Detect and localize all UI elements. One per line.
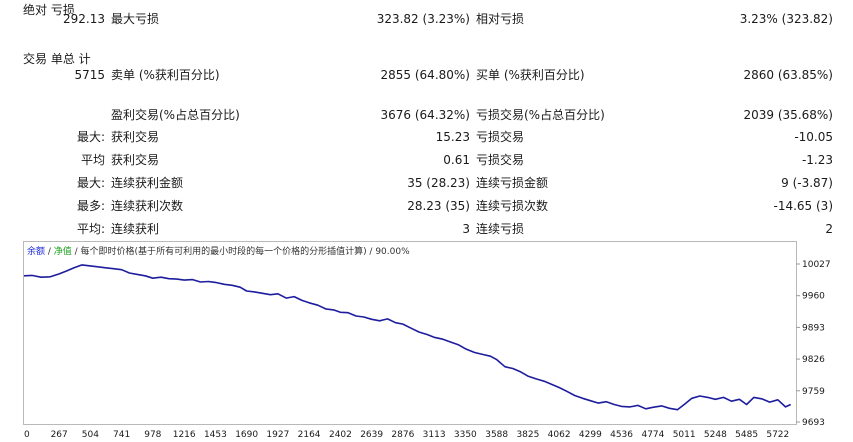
x-tick-label: 5722	[766, 430, 789, 440]
largest-profit-value: 15.23	[435, 130, 470, 144]
loss-trades-value: 2039 (35.68%)	[743, 108, 833, 122]
largest-profit-label: 获利交易	[111, 130, 160, 144]
average-loss-value: -1.23	[801, 153, 833, 167]
largest-prefix: 最大:	[76, 130, 105, 144]
maximal-consec-prefix: 最多:	[76, 199, 105, 213]
x-tick-label: 2639	[360, 430, 383, 440]
chart-legend: 余额 / 净值 / 每个即时价格(基于所有可利用的最小时段的每一个价格的分形插值…	[27, 247, 410, 258]
x-tick-label: 5485	[735, 430, 758, 440]
x-tick-label: 3113	[423, 430, 446, 440]
x-tick-label: 741	[113, 430, 130, 440]
max-consec-wins-value: 35 (28.23)	[407, 176, 470, 190]
max-drawdown-value: 323.82 (3.23%)	[376, 12, 470, 26]
total-trades-value: 5715	[74, 68, 105, 82]
y-tick-label: 9826	[802, 355, 825, 365]
avg-consec-losses-label: 连续亏损	[476, 222, 525, 236]
x-tick-label: 2876	[391, 430, 414, 440]
x-tick-label: 1453	[204, 430, 227, 440]
max-consec-wins-label: 连续获利金额	[111, 176, 184, 190]
avg-consec-wins-value: 3	[462, 222, 470, 236]
avg-consec-wins-label: 连续获利	[111, 222, 160, 236]
x-tick-label: 1216	[173, 430, 196, 440]
x-tick-label: 3350	[454, 430, 477, 440]
absolute-drawdown-label: 绝对 亏损	[23, 3, 75, 17]
profit-trades-value: 3676 (64.32%)	[380, 108, 470, 122]
x-tick-label: 2402	[329, 430, 352, 440]
legend-description: / 每个即时价格(基于所有可利用的最小时段的每一个价格的分形插值计算) / 90…	[71, 247, 410, 257]
legend-separator: /	[45, 247, 54, 257]
average-profit-label: 获利交易	[111, 153, 160, 167]
balance-series-line	[23, 264, 792, 411]
x-tick-label: 4299	[579, 430, 602, 440]
profit-trades-label: 盈利交易(%占总百分比)	[111, 108, 240, 122]
loss-trades-label: 亏损交易(%占总百分比)	[476, 108, 605, 122]
x-tick-label: 4774	[641, 430, 664, 440]
long-trades-label: 买单 (%获利百分比)	[476, 68, 585, 82]
x-tick-label: 267	[51, 430, 68, 440]
legend-balance: 余额	[27, 247, 46, 257]
max-consec-losses-value: 9 (-3.87)	[781, 176, 833, 190]
average-loss-label: 亏损交易	[476, 153, 525, 167]
balance-chart	[23, 241, 797, 425]
long-trades-value: 2860 (63.85%)	[743, 68, 833, 82]
relative-drawdown-label: 相对亏损	[476, 12, 525, 26]
largest-loss-label: 亏损交易	[476, 130, 525, 144]
y-tick-label: 9960	[802, 292, 825, 302]
max-drawdown-label: 最大亏损	[111, 12, 160, 26]
average-profit-value: 0.61	[443, 153, 470, 167]
relative-drawdown-value: 3.23% (323.82)	[739, 12, 833, 26]
absolute-drawdown-value: 292.13	[63, 12, 105, 26]
x-tick-label: 3825	[516, 430, 539, 440]
x-tick-label: 0	[24, 430, 30, 440]
maximal-consec-profit-label: 连续获利次数	[111, 199, 184, 213]
short-trades-value: 2855 (64.80%)	[380, 68, 470, 82]
y-tick-label: 9893	[802, 323, 825, 333]
x-tick-label: 3588	[485, 430, 508, 440]
maximal-consec-loss-value: -14.65 (3)	[773, 199, 834, 213]
short-trades-label: 卖单 (%获利百分比)	[111, 68, 220, 82]
avg-consec-prefix: 平均:	[76, 222, 105, 236]
x-tick-label: 4062	[548, 430, 571, 440]
maximal-consec-profit-value: 28.23 (35)	[407, 199, 470, 213]
y-tick-label: 9759	[802, 387, 825, 397]
maximal-consec-loss-label: 连续亏损次数	[476, 199, 549, 213]
x-tick-label: 5011	[673, 430, 696, 440]
x-tick-label: 5248	[704, 430, 727, 440]
x-tick-label: 2164	[298, 430, 321, 440]
x-tick-label: 4536	[610, 430, 633, 440]
largest-loss-value: -10.05	[794, 130, 833, 144]
x-tick-label: 978	[144, 430, 161, 440]
x-tick-label: 504	[82, 430, 99, 440]
legend-equity: 净值	[53, 247, 72, 257]
y-tick-label: 9693	[802, 418, 825, 428]
y-tick-label: 10027	[802, 260, 831, 270]
x-tick-label: 1927	[266, 430, 289, 440]
max-consec-losses-label: 连续亏损金额	[476, 176, 549, 190]
max-consec-prefix: 最大:	[76, 176, 105, 190]
average-prefix: 平均	[80, 153, 105, 167]
x-tick-label: 1690	[235, 430, 258, 440]
avg-consec-losses-value: 2	[825, 222, 833, 236]
total-trades-label: 交易 单总 计	[23, 52, 91, 66]
